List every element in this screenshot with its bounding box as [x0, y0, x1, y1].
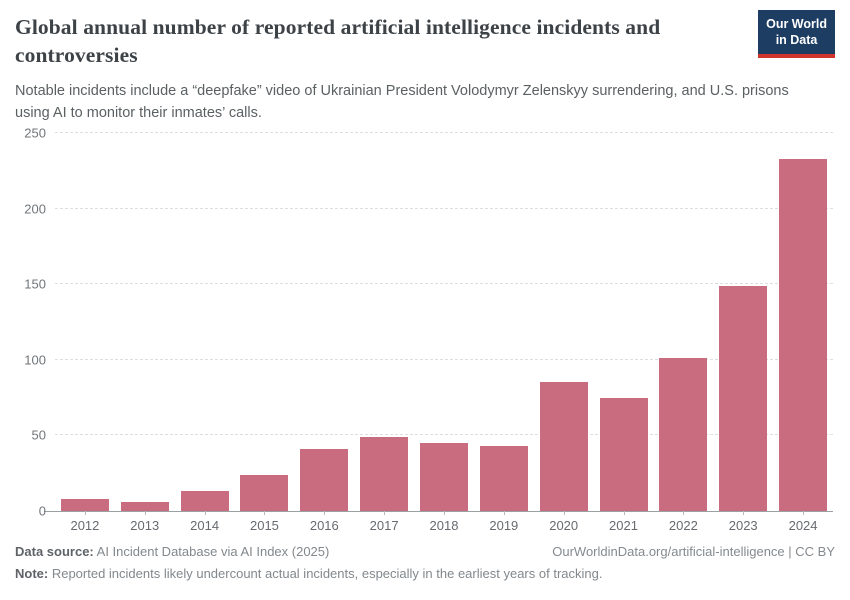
y-axis-label-150: 150	[24, 276, 46, 292]
x-axis-label-2021: 2021	[609, 518, 638, 533]
bar-slot-2017: 2017	[354, 133, 414, 533]
bar-2015[interactable]	[240, 474, 289, 511]
bar-slot-2022: 2022	[653, 133, 713, 533]
chart-title: Global annual number of reported artific…	[15, 15, 661, 68]
x-axis-tick-2017	[384, 511, 386, 515]
bar-2020[interactable]	[539, 382, 588, 511]
chart-footer: Data source: AI Incident Database via AI…	[15, 541, 835, 585]
x-axis-tick-2015	[264, 511, 266, 515]
x-axis-tick-2020	[563, 511, 565, 515]
bar-slot-2019: 2019	[474, 133, 534, 533]
bar-2024[interactable]	[779, 158, 828, 511]
bar-slot-2021: 2021	[594, 133, 654, 533]
bar-2016[interactable]	[300, 449, 349, 511]
bar-slot-2020: 2020	[534, 133, 594, 533]
bar-slot-2024: 2024	[773, 133, 833, 533]
bar-slot-2012: 2012	[55, 133, 115, 533]
y-axis-label-100: 100	[24, 352, 46, 368]
data-source-label: Data source:	[15, 543, 94, 559]
owid-logo-line2: in Data	[775, 33, 818, 48]
y-axis-label-0: 0	[38, 503, 46, 519]
x-axis-tick-2019	[503, 511, 505, 515]
gridline-50	[55, 434, 833, 436]
gridline-150	[55, 283, 833, 285]
y-axis-label-250: 250	[24, 125, 46, 141]
x-axis-label-2016: 2016	[309, 518, 339, 533]
bar-slot-2023: 2023	[713, 133, 773, 533]
x-axis-label-2015: 2015	[249, 518, 279, 533]
footer-note-row: Note: Reported incidents likely undercou…	[15, 563, 835, 585]
chart-header: Global annual number of reported artific…	[15, 10, 835, 124]
footer-source-row: Data source: AI Incident Database via AI…	[15, 541, 835, 563]
chart-subtitle: Notable incidents include a “deepfake” v…	[15, 82, 789, 121]
x-axis-tick-2023	[743, 511, 745, 515]
bar-2018[interactable]	[419, 442, 468, 511]
owid-logo-line1: Our World	[766, 17, 827, 31]
x-axis-label-2012: 2012	[70, 518, 100, 533]
bar-slot-2018: 2018	[414, 133, 474, 533]
bar-slot-2015: 2015	[235, 133, 295, 533]
x-axis-tick-2014	[204, 511, 206, 515]
x-axis-label-2020: 2020	[549, 518, 579, 533]
owid-url-link[interactable]: OurWorldinData.org/artificial-intelligen…	[552, 543, 835, 559]
y-axis-label-50: 50	[31, 427, 46, 443]
x-axis-line	[44, 511, 833, 512]
bar-2017[interactable]	[360, 436, 409, 511]
bar-2013[interactable]	[120, 501, 169, 511]
bar-slot-2014: 2014	[175, 133, 235, 533]
x-axis-tick-2013	[144, 511, 146, 515]
x-axis-label-2022: 2022	[668, 518, 698, 533]
bar-slot-2013: 2013	[115, 133, 175, 533]
bar-2019[interactable]	[479, 445, 528, 511]
x-axis-tick-2022	[683, 511, 685, 515]
bar-2022[interactable]	[659, 358, 708, 511]
data-source-text: Data source: AI Incident Database via AI…	[15, 541, 329, 563]
bar-slot-2016: 2016	[294, 133, 354, 533]
owid-logo: Our World in Data	[758, 10, 835, 58]
x-axis-label-2017: 2017	[369, 518, 399, 533]
bar-2012[interactable]	[60, 498, 109, 511]
x-axis-label-2023: 2023	[728, 518, 758, 533]
x-axis-label-2019: 2019	[489, 518, 519, 533]
bar-2014[interactable]	[180, 491, 229, 511]
x-axis-tick-2024	[803, 511, 805, 515]
note-label: Note:	[15, 565, 49, 581]
x-axis-label-2024: 2024	[788, 518, 818, 533]
gridline-200	[55, 207, 833, 209]
gridline-250	[55, 132, 833, 133]
x-axis-tick-2018	[443, 511, 445, 515]
x-axis-tick-2012	[84, 511, 86, 515]
x-axis-tick-2021	[623, 511, 625, 515]
bars-container: 2012 2013 2014 2015 2016 2017 2018 2019 2020 2021…	[55, 133, 833, 533]
plot-area: 0 50 100 150 200 250 2012 2013 2014 2015 2016 2017 2…	[24, 126, 833, 533]
x-axis-label-2014: 2014	[190, 518, 220, 533]
gridline-100	[55, 358, 833, 360]
y-axis-label-200: 200	[24, 201, 46, 217]
bar-chart: 0 50 100 150 200 250 2012 2013 2014 2015 2016 2017 2…	[0, 126, 850, 535]
x-axis-label-2018: 2018	[429, 518, 459, 533]
note-value: Reported incidents likely undercount act…	[48, 565, 603, 581]
bar-2021[interactable]	[599, 397, 648, 511]
data-source-value: AI Incident Database via AI Index (2025)	[93, 543, 330, 559]
x-axis-label-2013: 2013	[130, 518, 160, 533]
x-axis-tick-2016	[324, 511, 326, 515]
bar-2023[interactable]	[719, 285, 768, 511]
